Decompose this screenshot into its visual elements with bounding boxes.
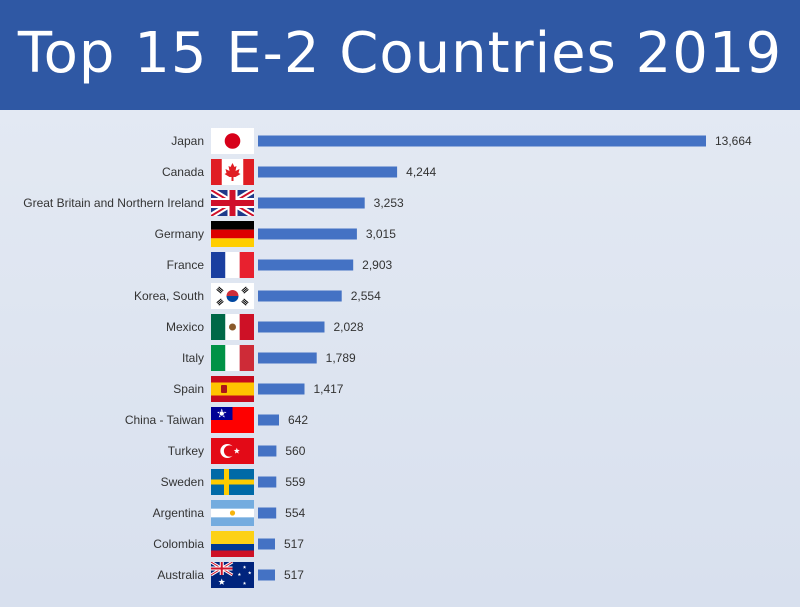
- bar: [258, 166, 398, 178]
- taiwan-flag-icon: [211, 407, 254, 433]
- bar: [258, 290, 342, 302]
- australia-flag-icon: [211, 562, 254, 588]
- bar: [258, 507, 277, 519]
- turkey-flag-icon: [211, 438, 254, 464]
- bar: [258, 383, 305, 395]
- category-label: Argentina: [153, 506, 205, 520]
- data-label: 560: [285, 444, 305, 458]
- category-label: Australia: [157, 568, 204, 582]
- data-label: 4,244: [406, 165, 436, 179]
- data-label: 3,015: [366, 227, 396, 241]
- france-flag-icon: [211, 252, 254, 278]
- data-label: 559: [285, 475, 305, 489]
- title-bar: Top 15 E-2 Countries 2019: [0, 0, 800, 110]
- category-label: Great Britain and Northern Ireland: [23, 196, 204, 210]
- category-label: China - Taiwan: [125, 413, 204, 427]
- uk-flag-icon: [211, 190, 254, 216]
- bar: [258, 259, 354, 271]
- bar: [258, 569, 275, 581]
- data-label: 1,417: [313, 382, 343, 396]
- category-label: France: [167, 258, 205, 272]
- japan-flag-icon: [211, 128, 254, 154]
- bar: [258, 228, 357, 240]
- category-label: Japan: [171, 134, 204, 148]
- bar: [258, 197, 365, 209]
- italy-flag-icon: [211, 345, 254, 371]
- germany-flag-icon: [211, 221, 254, 247]
- mexico-flag-icon: [211, 314, 254, 340]
- data-label: 2,554: [351, 289, 381, 303]
- bar: [258, 321, 325, 333]
- category-label: Spain: [173, 382, 204, 396]
- bar: [258, 352, 317, 364]
- category-label: Germany: [155, 227, 204, 241]
- bar: [258, 538, 275, 550]
- argentina-flag-icon: [211, 500, 254, 526]
- data-label: 3,253: [374, 196, 404, 210]
- data-label: 1,789: [326, 351, 356, 365]
- bar: [258, 445, 277, 457]
- chart-title: Top 15 E-2 Countries 2019: [17, 20, 783, 86]
- category-label: Mexico: [166, 320, 204, 334]
- category-label: Sweden: [161, 475, 204, 489]
- sweden-flag-icon: [211, 469, 254, 495]
- spain-flag-icon: [211, 376, 254, 402]
- bar: [258, 414, 279, 426]
- data-label: 517: [284, 568, 304, 582]
- data-label: 642: [288, 413, 308, 427]
- category-label: Italy: [182, 351, 204, 365]
- category-label: Turkey: [168, 444, 204, 458]
- colombia-flag-icon: [211, 531, 254, 557]
- data-label: 554: [285, 506, 305, 520]
- data-label: 13,664: [715, 134, 752, 148]
- data-label: 517: [284, 537, 304, 551]
- category-label: Canada: [162, 165, 204, 179]
- category-label: Colombia: [153, 537, 204, 551]
- data-label: 2,028: [333, 320, 363, 334]
- category-label: Korea, South: [134, 289, 204, 303]
- bar: [258, 476, 277, 488]
- canada-flag-icon: [211, 159, 254, 185]
- bar: [258, 135, 706, 147]
- south-korea-flag-icon: [211, 283, 254, 309]
- bar-chart: Japan 13,664 Canada 4,244 Great Britain and …: [23, 128, 752, 588]
- data-label: 2,903: [362, 258, 392, 272]
- plot-area: Japan 13,664 Canada 4,244 Great Britain and …: [0, 110, 800, 607]
